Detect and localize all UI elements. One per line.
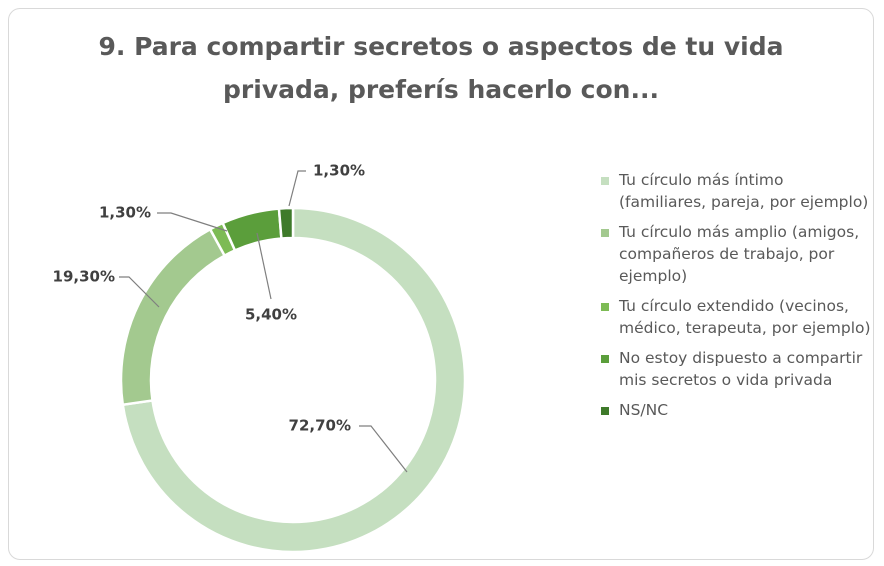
- data-label: 1,30%: [99, 204, 151, 222]
- chart: 9. Para compartir secretos o aspectos de…: [53, 32, 784, 554]
- data-label: 72,70%: [289, 417, 351, 435]
- leader-line: [119, 276, 160, 308]
- legend-item: Tu círculo más amplio (amigos, compañero…: [597, 221, 872, 287]
- legend-item: No estoy dispuesto a compartir mis secre…: [597, 347, 872, 391]
- leader-line: [157, 212, 228, 232]
- data-label: 19,30%: [53, 268, 115, 286]
- donut-segment: [119, 227, 227, 407]
- donut-segment: [277, 206, 295, 240]
- legend-item: Tu círculo extendido (vecinos, médico, t…: [597, 295, 872, 339]
- chart-title: 9. Para compartir secretos o aspectos de…: [98, 32, 783, 61]
- legend-swatch: [601, 355, 609, 363]
- donut-segment: [221, 207, 283, 253]
- leader-line: [359, 425, 408, 473]
- legend-swatch: [601, 303, 609, 311]
- data-label: 5,40%: [245, 306, 297, 324]
- legend-swatch: [601, 407, 609, 415]
- legend-label: NS/NC: [619, 401, 669, 419]
- legend-label: Tu círculo más amplio (amigos, compañero…: [619, 223, 860, 285]
- legend-label: Tu círculo más íntimo (familiares, parej…: [619, 171, 869, 211]
- chart-title: privada, preferís hacerlo con...: [223, 75, 659, 104]
- legend: Tu círculo más íntimo (familiares, parej…: [597, 169, 872, 429]
- legend-swatch: [601, 177, 609, 185]
- legend-label: Tu círculo extendido (vecinos, médico, t…: [619, 297, 871, 337]
- data-label: 1,30%: [313, 162, 365, 180]
- legend-label: No estoy dispuesto a compartir mis secre…: [619, 349, 863, 389]
- legend-item: Tu círculo más íntimo (familiares, parej…: [597, 169, 872, 213]
- legend-item: NS/NC: [597, 399, 872, 421]
- donut-segment: [121, 206, 467, 554]
- legend-swatch: [601, 229, 609, 237]
- leader-line: [288, 170, 306, 207]
- leader-line: [256, 232, 272, 300]
- chart-card: 9. Para compartir secretos o aspectos de…: [8, 8, 874, 560]
